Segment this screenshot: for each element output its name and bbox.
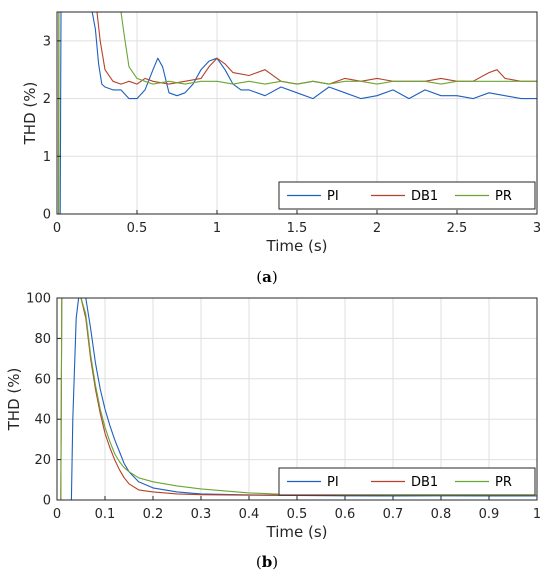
series-line-db1 bbox=[58, 12, 537, 214]
x-tick-label: 0.5 bbox=[287, 507, 308, 522]
legend: PI DB1 PR bbox=[278, 467, 536, 496]
series-group bbox=[58, 12, 537, 214]
x-axis-label: Time (s) bbox=[266, 523, 328, 541]
x-axis-label: Time (s) bbox=[266, 237, 328, 255]
legend-label-pr: PR bbox=[495, 189, 512, 204]
y-axis-label: THD (%) bbox=[21, 82, 39, 146]
y-tick-label: 80 bbox=[34, 332, 51, 347]
x-tick-label: 0.8 bbox=[431, 507, 452, 522]
x-tick-label: 0 bbox=[53, 221, 61, 236]
x-tick-label: 3 bbox=[533, 221, 541, 236]
y-axis-label: THD (%) bbox=[5, 368, 23, 432]
legend-label-db1: DB1 bbox=[411, 189, 438, 204]
legend: PI DB1 PR bbox=[278, 181, 536, 210]
y-tick-label: 60 bbox=[34, 372, 51, 387]
chart-panel-b: 0 0.1 0.2 0.3 0.4 0.5 0.6 0.7 0.8 0.9 1 0 20 40 60 80 10… bbox=[5, 292, 541, 572]
x-tick-label: 0.4 bbox=[239, 507, 260, 522]
y-tick-label: 100 bbox=[26, 292, 51, 307]
legend-label-pr: PR bbox=[495, 475, 512, 490]
legend-label-db1: DB1 bbox=[411, 475, 438, 490]
y-tick-label: 3 bbox=[43, 34, 51, 49]
x-tick-label: 0.6 bbox=[335, 507, 356, 522]
x-tick-label: 0.2 bbox=[143, 507, 164, 522]
x-tick-label: 1.5 bbox=[287, 221, 308, 236]
y-tick-label: 40 bbox=[34, 413, 51, 428]
y-tick-label: 2 bbox=[43, 92, 51, 107]
legend-label-pi: PI bbox=[327, 475, 339, 490]
legend-box bbox=[278, 467, 536, 496]
x-tick-label: 0.7 bbox=[383, 507, 404, 522]
y-tick-label: 0 bbox=[43, 208, 51, 223]
series-line-pr bbox=[58, 12, 537, 214]
x-tick-label: 0.9 bbox=[479, 507, 500, 522]
y-tick-label: 0 bbox=[43, 494, 51, 509]
legend-box bbox=[278, 181, 536, 210]
y-tick-label: 1 bbox=[43, 150, 51, 165]
x-tick-label: 1 bbox=[213, 221, 221, 236]
x-tick-label: 0 bbox=[53, 507, 61, 522]
chart-panel-a: 0 0.5 1 1.5 2 2.5 3 0 1 2 3 Time (s) THD (%) PI DB1 PR (… bbox=[21, 11, 541, 286]
x-tick-label: 1 bbox=[533, 507, 541, 522]
y-tick-label: 20 bbox=[34, 453, 51, 468]
x-tick-label: 2 bbox=[373, 221, 381, 236]
x-tick-label: 0.1 bbox=[95, 507, 116, 522]
x-tick-label: 2.5 bbox=[447, 221, 468, 236]
legend-label-pi: PI bbox=[327, 189, 339, 204]
panel-caption: (a) bbox=[256, 268, 277, 286]
panel-caption: (b) bbox=[256, 553, 278, 571]
x-tick-label: 0.3 bbox=[191, 507, 212, 522]
x-tick-label: 0.5 bbox=[127, 221, 148, 236]
